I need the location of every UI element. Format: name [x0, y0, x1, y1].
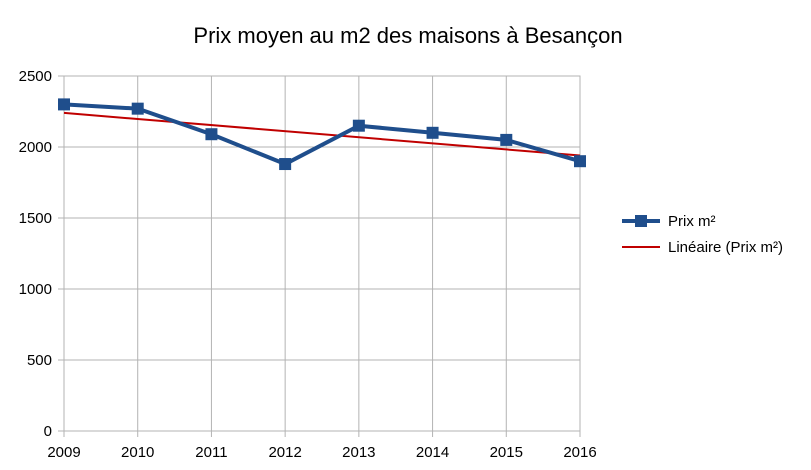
x-tick-label: 2012 [268, 444, 301, 461]
x-tick-label: 2015 [490, 444, 523, 461]
y-tick-label: 0 [44, 423, 52, 440]
chart-title: Prix moyen au m2 des maisons à Besançon [193, 23, 622, 48]
legend-label-trend: Linéaire (Prix m²) [668, 239, 783, 256]
x-tick-label: 2011 [195, 444, 227, 461]
y-tick-label: 2500 [19, 68, 52, 85]
data-point-marker [574, 155, 586, 168]
x-tick-label: 2009 [47, 444, 80, 461]
series [58, 98, 586, 171]
trendline [63, 111, 581, 157]
y-tick-label: 500 [27, 352, 52, 369]
series-line-prix-m2 [63, 102, 581, 167]
data-point-marker [58, 98, 70, 111]
x-axis-ticks: 2009 2010 2011 2012 2013 2014 2015 2016 [47, 444, 596, 461]
y-tick-label: 2000 [19, 139, 52, 156]
x-tick-label: 2010 [121, 444, 154, 461]
x-tick-label: 2014 [416, 444, 449, 461]
data-point-marker [352, 119, 365, 132]
data-point-marker [426, 126, 439, 139]
legend-marker-prix-m2 [635, 215, 647, 227]
legend: Prix m² Linéaire (Prix m²) [622, 213, 783, 256]
x-tick-label: 2016 [563, 444, 596, 461]
data-point-marker [131, 102, 144, 115]
legend-label-prix-m2: Prix m² [668, 213, 716, 230]
y-axis-ticks: 0 500 1000 1500 2000 2500 [19, 68, 52, 440]
data-point-marker [279, 158, 292, 171]
y-tick-label: 1000 [19, 281, 52, 298]
axes [58, 75, 581, 437]
x-tick-label: 2013 [342, 444, 375, 461]
data-point-marker [205, 128, 218, 141]
y-tick-label: 1500 [19, 210, 52, 227]
plot-area-border [63, 75, 581, 432]
grid [63, 75, 581, 432]
data-point-marker [500, 133, 513, 146]
